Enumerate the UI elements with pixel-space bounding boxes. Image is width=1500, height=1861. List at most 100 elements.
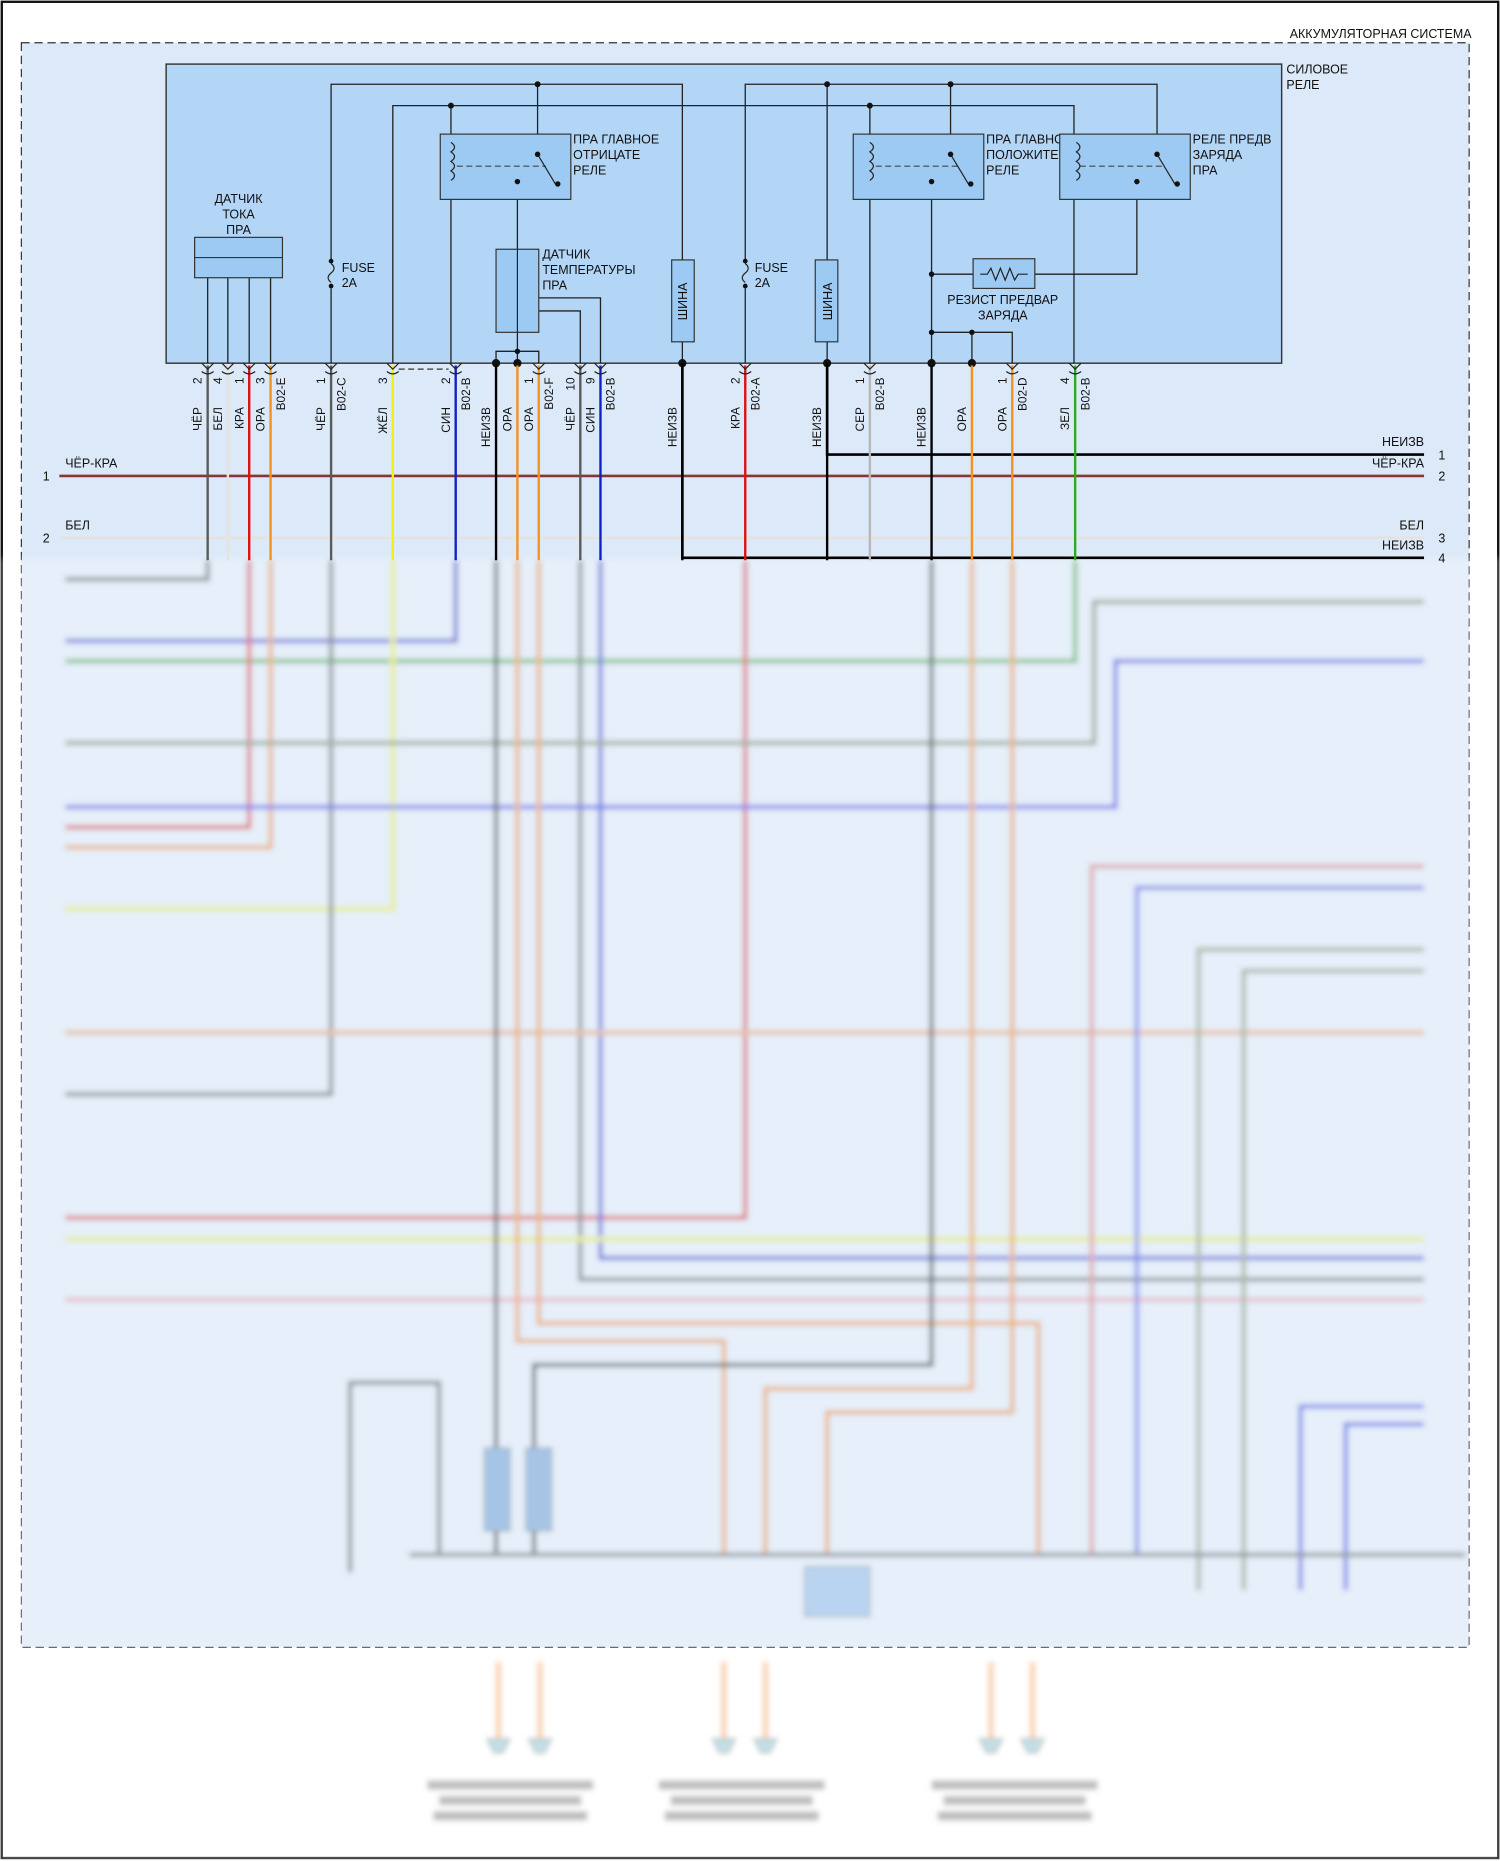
pin-connector-id: B02-B xyxy=(604,377,618,410)
connector-pin: ОРА xyxy=(955,365,974,561)
pin-connector-id: B02-D xyxy=(1016,377,1030,411)
connector-pin: 4 ЗЕЛ B02-B xyxy=(1058,362,1092,561)
blurred-wire xyxy=(577,560,1425,1282)
blurred-wire xyxy=(65,560,334,1097)
blurred-wire xyxy=(1241,968,1425,1591)
right-line-number: 1 xyxy=(1438,448,1445,462)
pin-wire-color: ЧЁР xyxy=(563,407,577,431)
main-positive-relay: ПРА ГЛАВНОЕ ПОЛОЖИТЕ РЕЛЕ xyxy=(852,133,1072,200)
temp-sensor-label-2: ТЕМПЕРАТУРЫ xyxy=(542,263,635,277)
current-sensor-label-1: ДАТЧИК xyxy=(215,192,264,206)
pin-terminal-icon xyxy=(201,362,215,375)
fuse-1-rating: 2A xyxy=(342,276,358,290)
connector-pin: 10 ЧЁР xyxy=(563,362,587,561)
blurred-wire xyxy=(347,1380,442,1573)
pin-wire-color: ЧЁР xyxy=(191,407,205,431)
temp-sensor-label-3: ПРА xyxy=(542,279,567,293)
main-negative-relay-label-3: РЕЛЕ xyxy=(573,163,606,177)
pin-connector-id: B02-B xyxy=(459,377,473,410)
pin-number: 2 xyxy=(728,377,742,384)
blurred-wire xyxy=(824,560,1015,1555)
pin-terminal-icon xyxy=(1005,362,1019,375)
fuse-2: FUSE 2A xyxy=(739,259,788,290)
blurred-wire xyxy=(65,560,1078,664)
connector-pin: 9 СИН B02-B xyxy=(584,362,618,561)
pin-wire-color: НЕИЗВ xyxy=(665,407,679,447)
pin-terminal-icon xyxy=(573,362,587,375)
pin-number: 1 xyxy=(853,377,867,384)
blurred-component xyxy=(483,1447,511,1532)
pin-number: 1 xyxy=(995,377,1009,384)
pin-number: 3 xyxy=(376,377,390,384)
power-relay-label-1: СИЛОВОЕ xyxy=(1286,63,1348,77)
precharge-relay: РЕЛЕ ПРЕДВ ЗАРЯДА ПРА xyxy=(1059,133,1271,200)
current-sensor-label-2: ТОКА xyxy=(222,207,255,221)
busbar-2-label: ШИНА xyxy=(821,282,835,320)
switch-icon xyxy=(1156,153,1176,185)
connector-pin: ОРА xyxy=(500,365,519,561)
pin-wire-color: СИН xyxy=(584,407,598,433)
blurred-connector-icon xyxy=(711,1738,737,1754)
blurred-wire xyxy=(65,560,252,830)
pin-terminal-icon xyxy=(738,362,752,375)
main-negative-relay-label-2: ОТРИЦАТЕ xyxy=(573,148,640,162)
blur-veil xyxy=(0,557,1500,1861)
pin-wire-color: ОРА xyxy=(254,407,268,431)
blurred-wire xyxy=(65,560,211,582)
precharge-relay-label-3: ПРА xyxy=(1193,163,1218,177)
pin-terminal-icon xyxy=(449,362,463,375)
connector-pin: 1 КРА xyxy=(232,362,256,561)
busbar-2: ШИНА xyxy=(814,259,839,343)
connector-pin: 2 ЧЁР xyxy=(191,362,215,561)
pin-wire-color: КРА xyxy=(232,407,246,429)
pin-terminal-icon xyxy=(264,362,277,375)
blurred-connector-icon xyxy=(752,1738,779,1754)
fuse-icon xyxy=(327,263,335,283)
blurred-component xyxy=(525,1447,553,1532)
connector-pin: НЕИЗВ xyxy=(915,365,933,561)
blurred-wire xyxy=(65,560,273,850)
blurred-wire xyxy=(65,599,1425,746)
pin-wire-color: ЧЁР xyxy=(314,407,328,431)
blurred-wire xyxy=(536,560,1041,1555)
main-positive-relay-label-2: ПОЛОЖИТЕ xyxy=(986,148,1058,162)
blurred-caption xyxy=(664,1811,819,1821)
blurred-wire xyxy=(1134,885,1425,1555)
pin-wire-color: БЕЛ xyxy=(211,407,225,430)
right-line-color: НЕИЗВ xyxy=(1382,539,1424,553)
connector-pins: 2 ЧЁР 4 БЕЛ 1 КРА 3 ОРА B02-E 1 ЧЁР B02-C 3 ЖЁЛ 2 СИН B0… xyxy=(191,362,1092,561)
resistor-icon xyxy=(980,266,1028,282)
switch-icon xyxy=(950,153,969,185)
pin-wire-color: ОРА xyxy=(995,407,1009,431)
coil-icon xyxy=(449,141,456,181)
pin-number: 4 xyxy=(211,377,225,384)
pin-wire-color: ОРА xyxy=(522,407,536,431)
fuse-2-rating: 2A xyxy=(755,276,771,290)
blurred-wire xyxy=(65,560,396,912)
busbar-1: ШИНА xyxy=(671,259,695,343)
fuse-icon xyxy=(741,263,749,283)
coil-icon xyxy=(1075,141,1081,181)
connector-pin: 2 КРА B02-A xyxy=(728,362,762,561)
left-line-color: БЕЛ xyxy=(65,518,90,532)
pin-wire-color: СЕР xyxy=(853,407,867,431)
right-line-color: ЧЁР-КРА xyxy=(1372,457,1425,471)
pin-connector-id: B02-B xyxy=(1078,377,1092,410)
blurred-wire xyxy=(65,560,748,1221)
precharge-resistor: РЕЗИСТ ПРЕДВАР ЗАРЯДА xyxy=(947,258,1058,322)
lower-harness-blurred xyxy=(0,557,1500,1861)
connector-pin: 3 ЖЁЛ xyxy=(376,362,400,561)
pin-terminal-icon xyxy=(863,362,877,375)
main-negative-relay-label-1: ПРА ГЛАВНОЕ xyxy=(573,133,659,147)
pin-connector-id: B02-A xyxy=(748,377,762,410)
pin-connector-id: B02-C xyxy=(334,377,348,411)
pin-wire-color: ОРА xyxy=(955,407,969,431)
coil-icon xyxy=(868,141,875,181)
precharge-relay-label-2: ЗАРЯДА xyxy=(1193,148,1243,162)
pin-connector-id: B02-E xyxy=(274,377,288,410)
blurred-connector-icon xyxy=(485,1738,512,1754)
connector-pin: 2 СИН B02-B xyxy=(439,362,473,561)
left-line-number: 1 xyxy=(43,470,50,484)
fuse-2-label: FUSE xyxy=(755,261,788,275)
